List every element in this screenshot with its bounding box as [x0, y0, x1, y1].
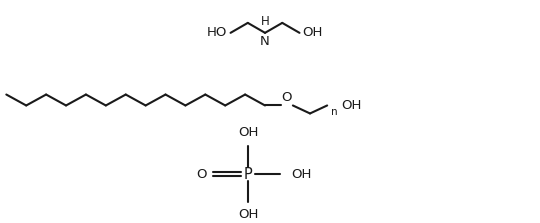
- Text: HO: HO: [207, 26, 227, 39]
- Text: OH: OH: [238, 126, 258, 139]
- Text: OH: OH: [341, 99, 361, 112]
- Text: O: O: [282, 91, 292, 104]
- Text: P: P: [244, 167, 253, 182]
- Text: OH: OH: [291, 168, 311, 181]
- Text: O: O: [196, 168, 206, 181]
- Text: OH: OH: [238, 209, 258, 221]
- Text: OH: OH: [302, 26, 323, 39]
- Text: N: N: [260, 35, 270, 48]
- Text: n: n: [331, 107, 338, 118]
- Text: H: H: [261, 15, 269, 28]
